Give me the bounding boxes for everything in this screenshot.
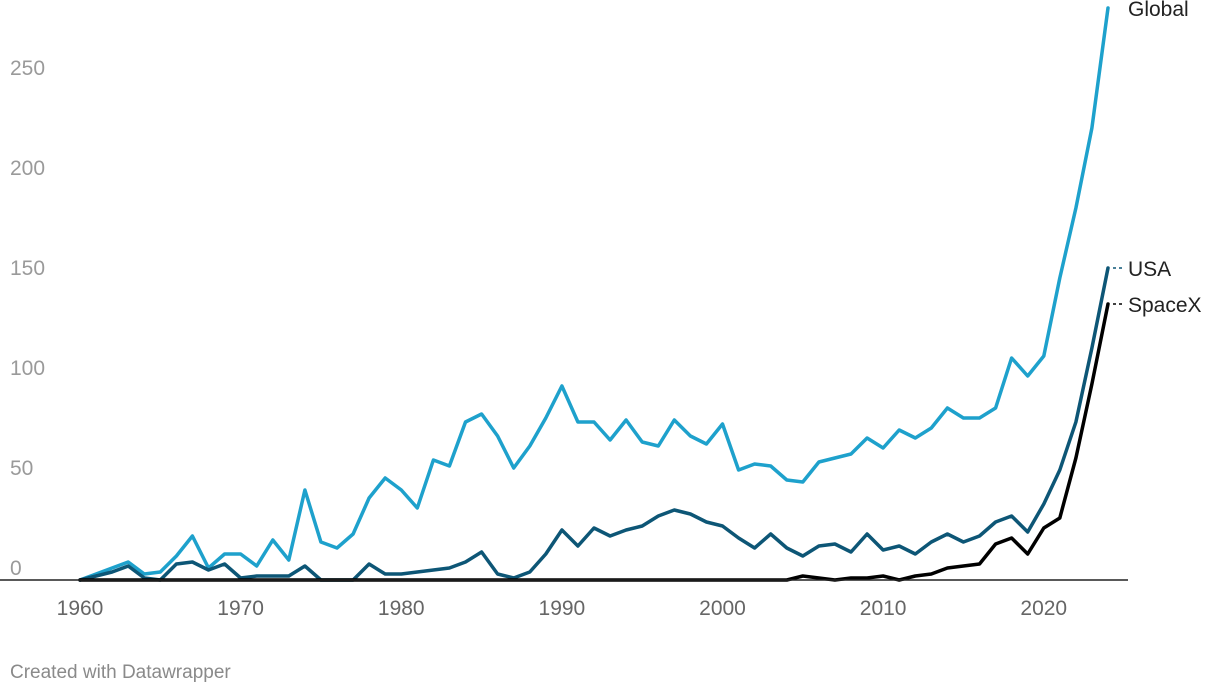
series-lines — [78, 6, 1110, 582]
x-tick-label: 2000 — [699, 597, 746, 620]
series-label-global: Global — [1128, 0, 1189, 21]
x-tick-label: 1960 — [57, 597, 104, 620]
series-line-global — [78, 6, 1110, 582]
series-label-usa: USA — [1128, 258, 1171, 281]
series-label-spacex: SpaceX — [1128, 294, 1202, 317]
y-axis-ticks: 0 50 100 150 200 250 — [10, 57, 45, 580]
x-tick-label: 1990 — [539, 597, 586, 620]
x-tick-label: 1970 — [217, 597, 264, 620]
y-tick-label: 150 — [10, 257, 45, 280]
x-axis-ticks: 1960 1970 1980 1990 2000 2010 2020 — [57, 597, 1067, 620]
datawrapper-credit: Created with Datawrapper — [10, 662, 231, 683]
x-tick-label: 1980 — [378, 597, 425, 620]
series-end-labels: Global USA SpaceX — [1113, 0, 1202, 317]
y-tick-label: 100 — [10, 357, 45, 380]
x-tick-label: 2020 — [1020, 597, 1067, 620]
y-tick-label: 50 — [10, 457, 33, 480]
y-tick-label: 200 — [10, 157, 45, 180]
x-tick-label: 2010 — [860, 597, 907, 620]
series-line-usa — [78, 266, 1110, 582]
line-chart: 0 50 100 150 200 250 1960 1970 1980 1990 2000 2010… — [0, 0, 1202, 620]
y-tick-label: 0 — [10, 557, 22, 580]
y-tick-label: 250 — [10, 57, 45, 80]
